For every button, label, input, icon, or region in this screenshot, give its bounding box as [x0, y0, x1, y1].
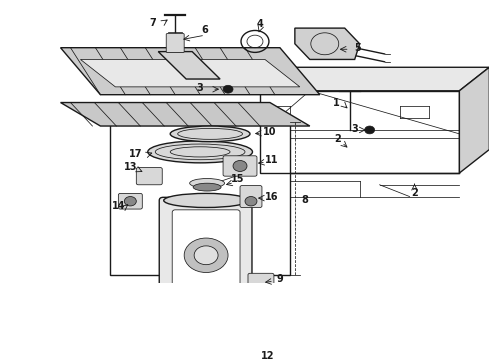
FancyBboxPatch shape	[172, 210, 240, 301]
Ellipse shape	[148, 141, 252, 163]
Text: 10: 10	[263, 126, 277, 136]
Text: 2: 2	[334, 134, 341, 144]
Text: 8: 8	[301, 195, 308, 206]
Circle shape	[365, 126, 375, 134]
Text: 4: 4	[257, 19, 263, 29]
FancyBboxPatch shape	[159, 197, 252, 329]
Text: 17: 17	[128, 149, 142, 159]
Circle shape	[245, 197, 257, 206]
Text: 14: 14	[112, 201, 125, 211]
FancyBboxPatch shape	[223, 156, 257, 176]
Text: 13: 13	[123, 162, 137, 172]
Text: 1: 1	[333, 98, 340, 108]
Polygon shape	[61, 48, 320, 95]
Ellipse shape	[144, 342, 264, 360]
FancyBboxPatch shape	[166, 33, 184, 53]
Text: 12: 12	[261, 351, 275, 360]
FancyBboxPatch shape	[240, 185, 262, 207]
Polygon shape	[80, 59, 300, 87]
Ellipse shape	[189, 347, 219, 353]
Text: 11: 11	[265, 156, 279, 166]
Ellipse shape	[170, 345, 238, 358]
FancyBboxPatch shape	[119, 193, 142, 209]
Text: 9: 9	[276, 274, 283, 284]
Circle shape	[223, 85, 233, 93]
Polygon shape	[295, 28, 360, 59]
Polygon shape	[460, 67, 490, 173]
FancyBboxPatch shape	[136, 167, 162, 185]
Circle shape	[194, 246, 218, 265]
Ellipse shape	[154, 343, 254, 360]
FancyBboxPatch shape	[248, 273, 274, 312]
Polygon shape	[61, 103, 310, 126]
Ellipse shape	[164, 193, 248, 207]
Circle shape	[124, 197, 136, 206]
Ellipse shape	[164, 319, 248, 333]
Circle shape	[233, 161, 247, 171]
Text: 3: 3	[197, 84, 203, 94]
Polygon shape	[260, 67, 490, 91]
Polygon shape	[158, 51, 220, 79]
Ellipse shape	[185, 334, 227, 341]
Text: 7: 7	[149, 18, 156, 28]
Text: 3: 3	[351, 124, 358, 134]
Ellipse shape	[170, 126, 250, 142]
Ellipse shape	[190, 179, 224, 188]
Text: 5: 5	[354, 43, 361, 53]
Text: 15: 15	[231, 174, 245, 184]
Circle shape	[184, 238, 228, 273]
Text: 16: 16	[265, 192, 279, 202]
Ellipse shape	[193, 183, 221, 191]
FancyBboxPatch shape	[110, 122, 290, 275]
Text: 2: 2	[411, 188, 418, 198]
Text: 6: 6	[202, 26, 208, 36]
